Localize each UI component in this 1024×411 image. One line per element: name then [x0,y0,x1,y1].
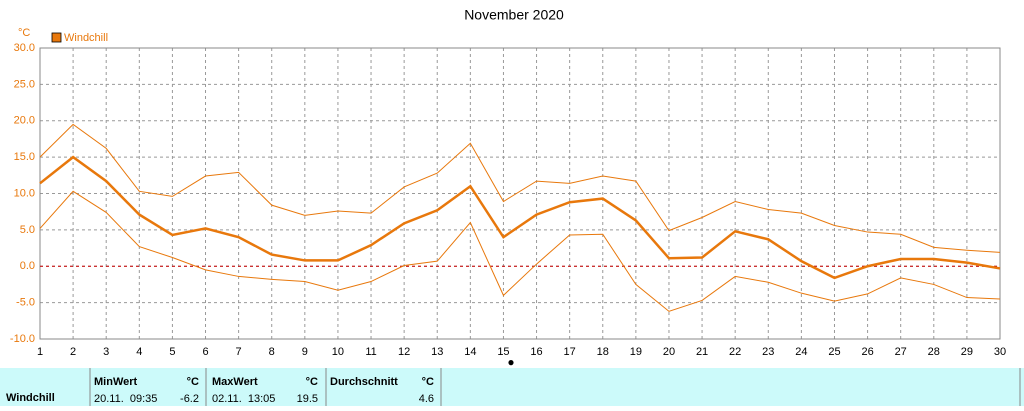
header: °C [187,376,199,388]
legend-label: Windchill [64,32,108,44]
x-tick-label: 7 [236,346,242,358]
header: MaxWert [212,376,258,388]
plot-border [39,47,1001,340]
header: °C [306,376,318,388]
x-tick-label: 23 [762,346,774,358]
average: 4.6 [419,393,434,405]
x-tick-label: 4 [136,346,142,358]
header: °C [422,376,434,388]
chart-title: November 2020 [464,7,564,23]
x-tick-label: 27 [895,346,907,358]
x-tick-label: 28 [928,346,940,358]
x-tick-label: 5 [169,346,175,358]
x-tick-label: 30 [994,346,1006,358]
y-tick-label: -5.0 [16,297,35,309]
y-tick-label: 30.0 [14,42,35,54]
x-tick-label: 11 [365,346,376,358]
max-value: 19.5 [297,393,318,405]
y-tick-label: -10.0 [10,333,35,345]
x-tick-label: 29 [961,346,973,358]
x-tick-label: 13 [431,346,443,358]
x-tick-label: 10 [332,346,344,358]
x-tick-label: 19 [630,346,642,358]
min-time: 20.11. 09:35 [94,393,157,405]
series-line [39,190,1001,312]
x-tick-label: 15 [497,346,509,358]
min-value: -6.2 [180,393,199,405]
x-tick-label: 1 [37,346,43,358]
summary-bar [0,368,1024,406]
x-tick-label: 18 [597,346,609,358]
row-label: Windchill [6,392,55,404]
x-tick-label: 6 [202,346,208,358]
legend-swatch [51,32,62,43]
y-tick-label: 20.0 [14,115,35,127]
y-tick-label: 0.0 [20,260,35,272]
y-tick-label: 5.0 [20,224,35,236]
x-tick-label: 21 [696,346,708,358]
max-time: 02.11. 13:05 [212,393,275,405]
x-tick-label: 22 [729,346,741,358]
x-tick-label: 16 [530,346,542,358]
x-tick-label: 3 [103,346,109,358]
header: Durchschnitt [330,376,398,388]
y-tick-label: 25.0 [14,78,35,90]
y-tick-label: 10.0 [14,187,35,199]
series-line [39,155,1001,280]
x-tick-label: 20 [663,346,675,358]
x-tick-label: 12 [398,346,410,358]
x-tick-label: 25 [828,346,840,358]
series-line [39,123,1001,253]
y-unit: °C [18,27,30,39]
x-tick-label: 14 [464,346,476,358]
x-tick-label: 17 [564,346,576,358]
header: MinWert [94,376,138,388]
y-tick-label: 15.0 [14,151,35,163]
x-tick-label: 24 [795,346,807,358]
x-tick-label: 9 [302,346,308,358]
x-tick-label: 26 [861,346,873,358]
x-tick-label: 2 [70,346,76,358]
marker: ● [507,355,514,369]
x-tick-label: 8 [269,346,275,358]
